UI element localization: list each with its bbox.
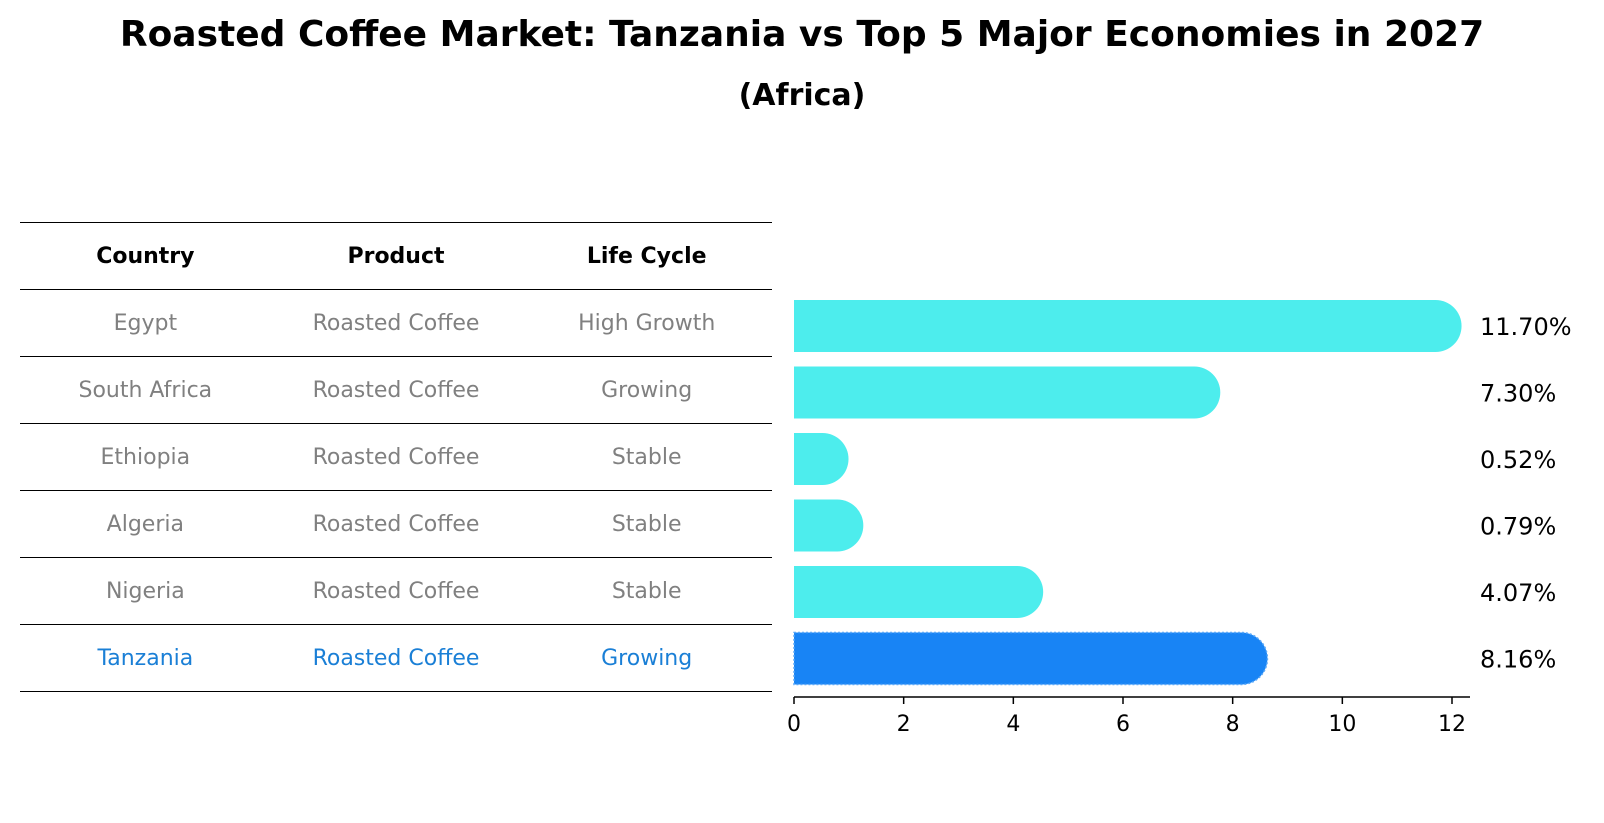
bar (794, 433, 849, 485)
x-tick-label: 6 (1116, 712, 1130, 737)
product-cell: Roasted Coffee (312, 578, 480, 604)
column-header-product: Product (347, 243, 445, 269)
table-row-highlight: Tanzania Roasted Coffee Growing (20, 624, 772, 692)
x-tick-label: 0 (787, 712, 801, 737)
chart-subtitle: (Africa) (738, 78, 866, 113)
product-cell: Roasted Coffee (312, 310, 480, 336)
bar (794, 566, 1044, 618)
country-cell: Egypt (113, 310, 178, 336)
bar-value-label: 4.07% (1480, 579, 1556, 607)
product-cell: Roasted Coffee (312, 444, 480, 470)
chart-title: Roasted Coffee Market: Tanzania vs Top 5… (119, 14, 1485, 55)
column-header-country: Country (96, 243, 195, 269)
column-header-life-cycle: Life Cycle (586, 243, 707, 269)
x-tick-label: 4 (1006, 712, 1020, 737)
life-cycle-cell: Stable (611, 578, 682, 604)
product-cell: Roasted Coffee (312, 511, 480, 537)
bar (794, 300, 1462, 352)
market-table: Country Product Life Cycle Egypt Roasted… (20, 222, 772, 692)
table-row: South Africa Roasted Coffee Growing (20, 356, 772, 423)
country-cell: Nigeria (105, 578, 185, 604)
life-cycle-cell: Stable (611, 511, 682, 537)
x-tick-label: 10 (1328, 712, 1356, 737)
bar-value-label: 7.30% (1480, 380, 1556, 408)
country-cell: Ethiopia (100, 444, 191, 470)
x-tick-label: 8 (1226, 712, 1240, 737)
table-row: Egypt Roasted Coffee High Growth (20, 289, 772, 356)
bar-value-label: 0.52% (1480, 446, 1556, 474)
life-cycle-cell: Stable (611, 444, 682, 470)
product-cell: Roasted Coffee (312, 377, 480, 403)
table-row: Nigeria Roasted Coffee Stable (20, 557, 772, 624)
product-cell: Roasted Coffee (312, 645, 480, 671)
bar-value-label: 0.79% (1480, 513, 1556, 541)
life-cycle-cell: Growing (601, 645, 693, 671)
bar-value-label: 8.16% (1480, 646, 1556, 674)
x-tick-label: 2 (897, 712, 911, 737)
country-cell: South Africa (78, 377, 213, 403)
table-header-row: Country Product Life Cycle (20, 222, 772, 289)
bar-highlight (793, 631, 1269, 686)
table-row: Ethiopia Roasted Coffee Stable (20, 423, 772, 490)
country-cell: Tanzania (97, 645, 194, 671)
life-cycle-cell: High Growth (578, 310, 716, 336)
life-cycle-cell: Growing (601, 377, 693, 403)
country-cell: Algeria (106, 511, 184, 537)
x-tick-label: 12 (1438, 712, 1466, 737)
bar-value-label: 11.70% (1480, 313, 1572, 341)
bar (794, 366, 1221, 419)
bar (794, 499, 864, 552)
table-row: Algeria Roasted Coffee Stable (20, 490, 772, 557)
